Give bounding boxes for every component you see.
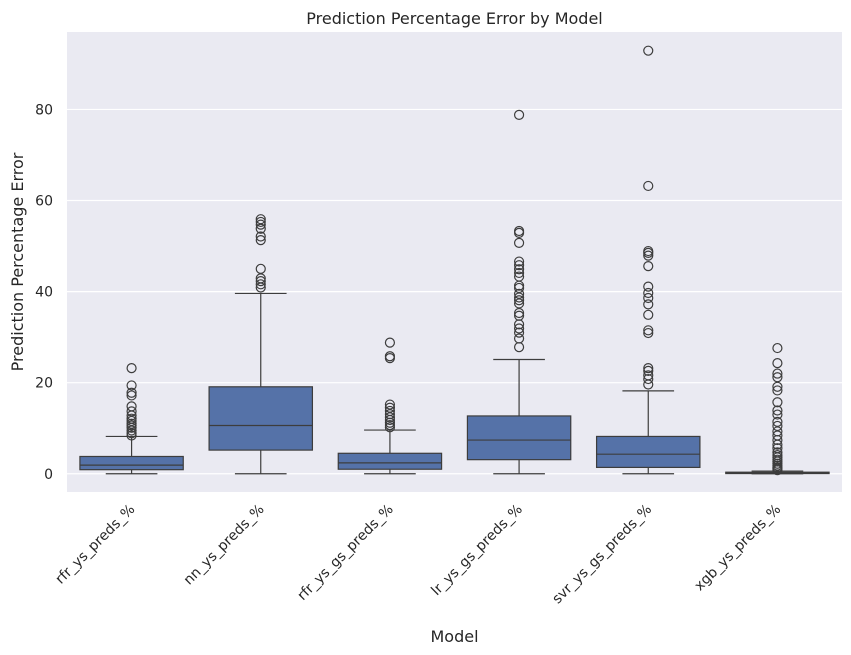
box-group — [208, 214, 314, 475]
box — [466, 415, 572, 461]
outlier-point — [643, 365, 654, 376]
outlier-point — [513, 260, 525, 271]
outlier-point — [513, 225, 525, 237]
outlier-point — [643, 373, 654, 385]
outlier-point — [772, 372, 783, 383]
outlier-point — [772, 409, 783, 420]
box-group — [466, 109, 572, 475]
outlier-point — [772, 397, 783, 408]
outlier-point — [772, 405, 783, 416]
outlier-point — [513, 264, 525, 275]
plot-background — [67, 32, 842, 492]
outlier-point — [126, 413, 137, 424]
outlier-point — [513, 267, 525, 279]
x-tick-label: rfr_ys_preds_% — [53, 502, 139, 588]
chart-title: Prediction Percentage Error by Model — [306, 9, 603, 28]
outlier-point — [643, 250, 654, 261]
outlier-point — [255, 219, 266, 230]
outlier-point — [513, 333, 525, 344]
grid-lines — [67, 108, 842, 475]
box — [337, 452, 443, 470]
outlier-point — [126, 363, 137, 374]
outlier-point — [513, 256, 525, 267]
outlier-point — [255, 216, 266, 228]
y-tick-label: 20 — [35, 376, 53, 392]
box — [595, 435, 701, 469]
box-group — [725, 342, 830, 476]
outlier-point — [126, 387, 137, 398]
x-axis-label: Model — [430, 627, 478, 646]
outlier-point — [126, 401, 137, 412]
outlier-point — [643, 260, 654, 272]
box-group — [595, 45, 701, 475]
outlier-point — [384, 351, 396, 362]
outlier-point — [384, 337, 396, 348]
outlier-point — [643, 325, 654, 336]
x-tick-labels: rfr_ys_preds_% nn_ys_preds_% rfr_ys_gs_pre… — [53, 502, 785, 608]
outlier-point — [772, 342, 783, 354]
box — [79, 455, 184, 471]
outlier-point — [384, 405, 396, 417]
outlier-point — [513, 288, 525, 299]
x-tick-label: lr_ys_gs_preds_% — [428, 502, 525, 599]
x-tick-label: svr_ys_gs_preds_% — [549, 502, 655, 608]
box-series — [79, 45, 830, 476]
outlier-point — [643, 370, 654, 381]
y-axis-label: Prediction Percentage Error — [8, 152, 27, 371]
outlier-point — [772, 358, 783, 369]
outlier-point — [772, 447, 783, 458]
outlier-point — [643, 180, 654, 192]
outlier-point — [126, 406, 137, 417]
y-tick-label: 0 — [44, 467, 53, 483]
x-tick-label: rfr_ys_gs_preds_% — [294, 502, 396, 604]
outlier-point — [255, 231, 266, 242]
outlier-point — [643, 309, 654, 320]
outlier-point — [126, 390, 137, 401]
outlier-point — [513, 237, 525, 248]
outlier-point — [255, 279, 266, 290]
outlier-point — [513, 327, 525, 338]
outlier-point — [384, 399, 396, 410]
outlier-point — [513, 310, 525, 321]
box-group — [79, 363, 184, 475]
outlier-point — [772, 368, 783, 379]
y-tick-labels: 0 20 40 60 80 — [35, 102, 53, 482]
outlier-point — [255, 276, 266, 287]
y-tick-label: 60 — [35, 194, 53, 210]
y-tick-label: 40 — [35, 285, 53, 301]
outlier-point — [513, 295, 525, 306]
y-tick-label: 80 — [35, 102, 53, 118]
box — [208, 386, 314, 451]
x-tick-label: xgb_ys_preds_% — [692, 502, 785, 595]
outlier-point — [255, 235, 266, 246]
outlier-point — [643, 327, 654, 339]
outlier-point — [384, 402, 396, 413]
outlier-point — [513, 323, 525, 334]
outlier-point — [772, 443, 783, 454]
outlier-point — [255, 214, 266, 225]
outlier-point — [643, 363, 654, 374]
outlier-point — [126, 418, 137, 429]
outlier-point — [772, 416, 783, 427]
outlier-point — [643, 281, 654, 292]
outlier-point — [772, 385, 783, 396]
outlier-point — [643, 45, 654, 56]
outlier-point — [643, 287, 654, 299]
outlier-point — [643, 299, 654, 310]
box-group — [337, 337, 443, 475]
outlier-point — [513, 109, 525, 120]
x-tick-label: nn_ys_preds_% — [181, 502, 268, 589]
outlier-point — [643, 292, 654, 304]
outlier-point — [772, 420, 783, 432]
outlier-point — [772, 450, 783, 461]
outlier-point — [513, 271, 525, 282]
outlier-point — [643, 245, 654, 257]
outlier-point — [255, 263, 266, 274]
outlier-point — [126, 380, 137, 391]
